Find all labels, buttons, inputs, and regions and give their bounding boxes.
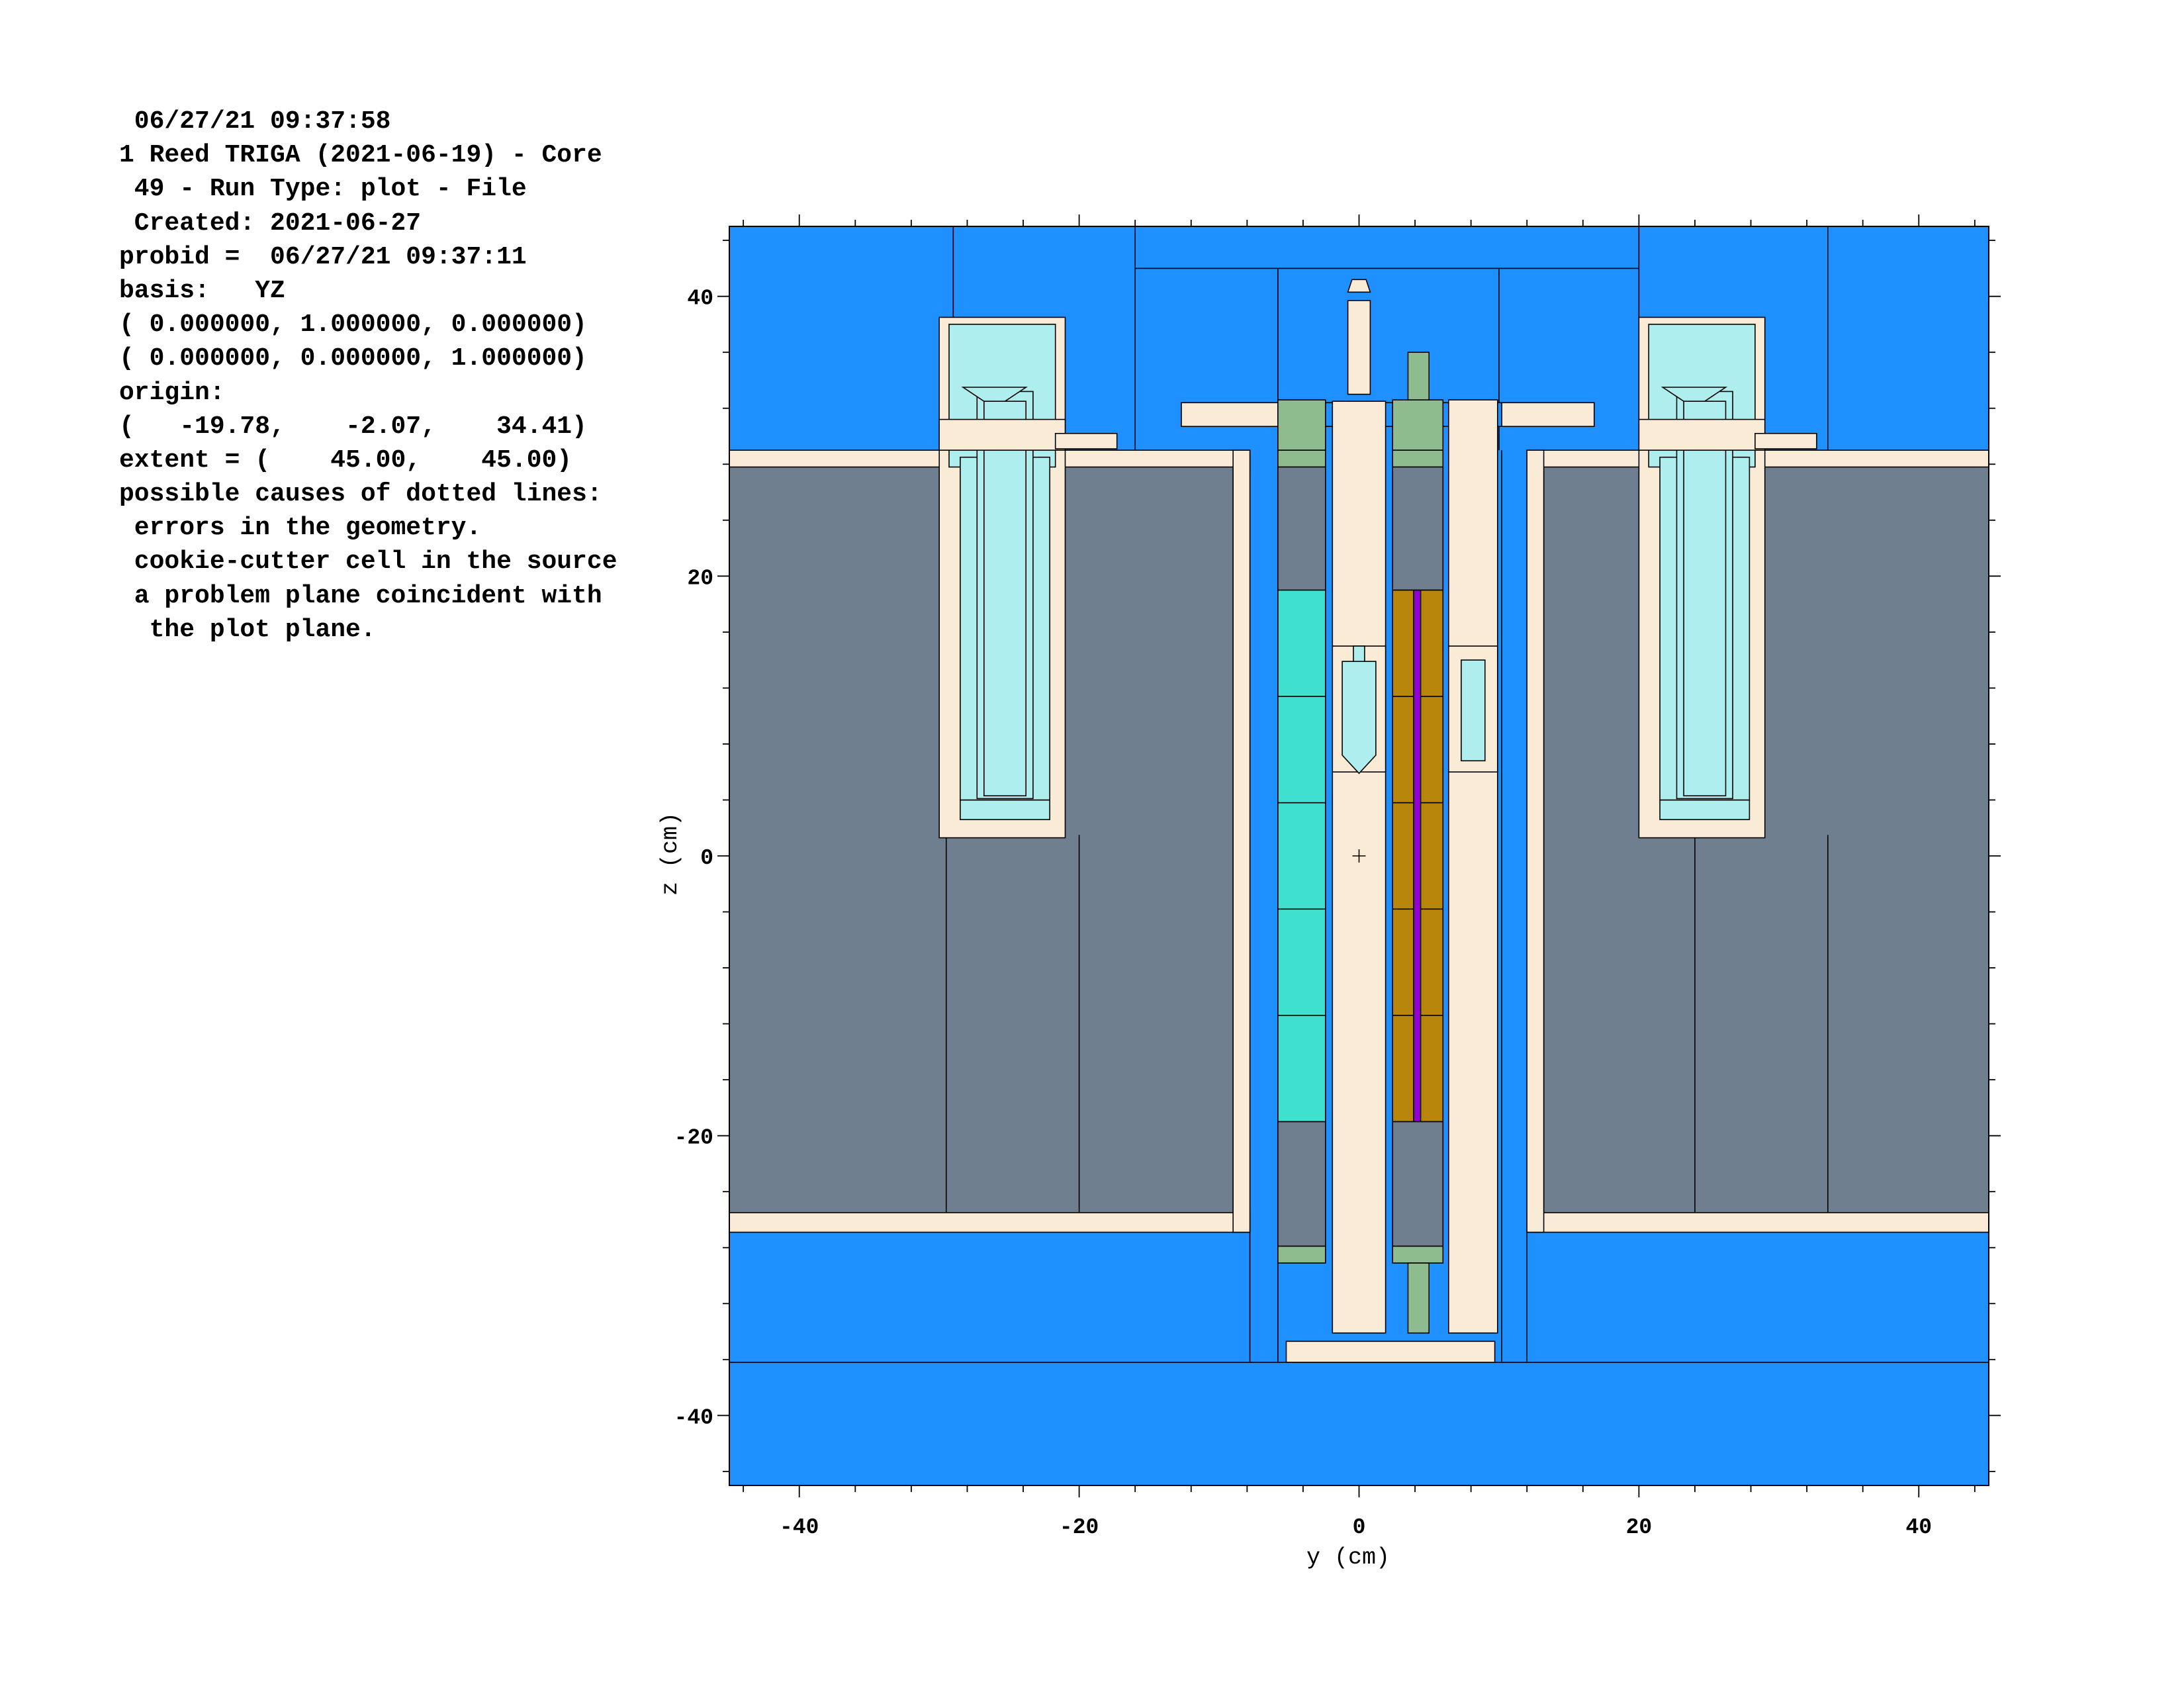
- zirconium-rod: [1413, 589, 1422, 1123]
- y-tick-label: -20: [674, 1126, 713, 1150]
- fuel-graphite-slug: [1392, 1121, 1444, 1247]
- info-line: errors in the geometry.: [119, 514, 482, 543]
- axis-tick-labels: -40 -20 0 20 40 40 20 0 -20 -40: [674, 287, 1933, 1540]
- canister-cone: [1661, 387, 1728, 402]
- info-line: ( -19.78, -2.07, 34.41): [119, 412, 587, 441]
- info-line: 49 - Run Type: plot - File: [119, 175, 527, 204]
- reflector-side-cladding: [1232, 449, 1251, 1233]
- fuel-segment: [1277, 1015, 1326, 1123]
- x-tick-label: 20: [1626, 1515, 1653, 1540]
- fuel-segment: [1277, 802, 1326, 910]
- y-tick-label: -40: [674, 1405, 713, 1430]
- info-line: ( 0.000000, 0.000000, 1.000000): [119, 344, 587, 373]
- info-line: the plot plane.: [119, 615, 376, 644]
- canister-collar: [1054, 432, 1118, 449]
- info-line: basis: YZ: [119, 276, 285, 305]
- canister-void: [1659, 799, 1751, 820]
- info-line: probid = 06/27/21 09:37:11: [119, 242, 527, 271]
- central-rod-void: [1342, 661, 1377, 774]
- info-line: 06/27/21 09:37:58: [119, 107, 391, 136]
- fuel-end-fitting: [1277, 399, 1326, 451]
- plot-info-text: 06/27/21 09:37:58 1 Reed TRIGA (2021-06-…: [119, 105, 617, 647]
- graphite-reflector: [1543, 466, 1989, 1216]
- fuel-graphite-slug: [1277, 1121, 1326, 1247]
- geometry-cells: [729, 226, 1989, 1486]
- canister-collar: [1638, 418, 1766, 451]
- x-tick-label: 0: [1353, 1515, 1366, 1540]
- fuel-graphite-slug: [1277, 466, 1326, 591]
- info-line: possible causes of dotted lines:: [119, 480, 602, 509]
- canister-void: [960, 799, 1051, 820]
- info-line: Created: 2021-06-27: [119, 209, 422, 238]
- fuel-end-fitting: [1277, 449, 1326, 468]
- fuel-segment: [1277, 908, 1326, 1016]
- fuel-segment: [1277, 589, 1326, 697]
- rod-tube-right-void: [1461, 659, 1486, 762]
- fuel-segment: [1277, 696, 1326, 804]
- central-rod-top: [1347, 300, 1371, 395]
- y-axis-title: z (cm): [657, 812, 684, 896]
- y-tick-label: 0: [700, 846, 713, 870]
- central-rod-void: [1353, 645, 1365, 663]
- axis-ticks: [717, 214, 2001, 1497]
- fuel-end-fitting: [1407, 1262, 1430, 1334]
- reflector-side-cladding: [1526, 449, 1545, 1233]
- x-axis-title: y (cm): [1306, 1544, 1390, 1571]
- canister-collar: [938, 418, 1066, 451]
- y-tick-label: 20: [687, 566, 713, 590]
- fuel-end-fitting: [1392, 1245, 1444, 1264]
- rod-tube-right: [1448, 399, 1498, 1334]
- info-line: extent = ( 45.00, 45.00): [119, 445, 572, 475]
- canister-collar: [1754, 432, 1817, 449]
- fuel-end-fitting: [1392, 399, 1444, 451]
- reflector-bottom-cladding: [1526, 1212, 1989, 1233]
- fuel-graphite-slug: [1392, 466, 1444, 591]
- fuel-end-fitting: [1277, 1245, 1326, 1264]
- fuel-end-fitting: [1392, 449, 1444, 468]
- info-line: cookie-cutter cell in the source: [119, 547, 617, 577]
- x-tick-label: -40: [780, 1515, 819, 1540]
- canister-cone: [961, 387, 1028, 402]
- info-line: a problem plane coincident with: [119, 581, 602, 610]
- info-line: 1 Reed TRIGA (2021-06-19) - Core: [119, 141, 602, 170]
- info-line: origin:: [119, 378, 225, 407]
- x-tick-label: -20: [1060, 1515, 1099, 1540]
- origin-crosshair: [1352, 849, 1366, 863]
- reflector-bottom-cladding: [729, 1212, 1251, 1233]
- y-tick-label: 40: [687, 287, 713, 311]
- central-rod-tube: [1332, 400, 1387, 1334]
- central-rod-cap: [1347, 279, 1371, 293]
- x-tick-label: 40: [1905, 1515, 1932, 1540]
- canister-inner-void: [1683, 400, 1727, 797]
- fuel-end-fitting: [1407, 352, 1430, 400]
- canister-inner-void: [983, 400, 1027, 797]
- info-line: ( 0.000000, 1.000000, 0.000000): [119, 310, 587, 340]
- lower-grid-plate: [1285, 1340, 1496, 1363]
